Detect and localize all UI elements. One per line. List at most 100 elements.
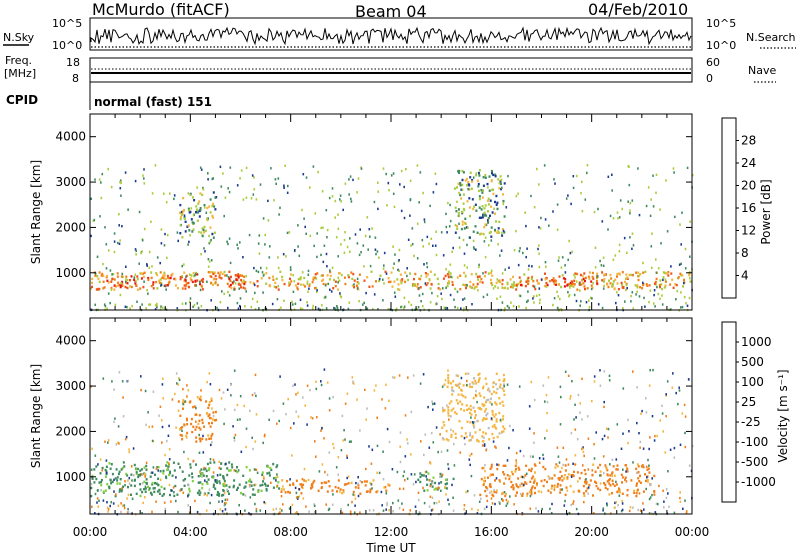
heatmap-cell <box>128 482 131 485</box>
heatmap-cell <box>277 177 280 180</box>
heatmap-cell <box>649 436 651 439</box>
heatmap-cell <box>352 380 354 383</box>
heatmap-cell <box>121 283 124 286</box>
heatmap-cell <box>203 493 206 496</box>
heatmap-cell <box>184 279 187 282</box>
heatmap-cell <box>334 307 336 310</box>
heatmap-cell <box>580 471 583 475</box>
heatmap-cell <box>457 208 460 211</box>
heatmap-cell <box>679 223 681 226</box>
heatmap-cell <box>459 274 462 277</box>
heatmap-cell <box>502 425 505 428</box>
heatmap-cell <box>287 184 289 188</box>
heatmap-cell <box>376 490 379 493</box>
heatmap-cell <box>554 279 557 282</box>
heatmap-cell <box>632 506 634 509</box>
heatmap-cell <box>378 279 381 283</box>
colorbar-tick-label: 8 <box>741 246 749 260</box>
heatmap-cell <box>224 196 227 199</box>
heatmap-cell <box>478 275 481 278</box>
heatmap-cell <box>139 483 142 486</box>
heatmap-cell <box>311 307 314 310</box>
heatmap-cell <box>312 165 315 168</box>
heatmap-cell <box>631 232 634 235</box>
heatmap-cell <box>280 488 283 491</box>
heatmap-cell <box>478 197 481 201</box>
heatmap-cell <box>203 425 206 428</box>
heatmap-cell <box>581 210 584 213</box>
heatmap-cell <box>655 173 658 176</box>
heatmap-cell <box>179 277 182 281</box>
heatmap-cell <box>131 497 134 500</box>
heatmap-cell <box>590 287 593 291</box>
heatmap-cell <box>440 292 442 295</box>
heatmap-cell <box>245 427 248 430</box>
heatmap-cell <box>443 409 446 412</box>
heatmap-cell <box>534 464 537 467</box>
heatmap-cell <box>622 387 625 390</box>
heatmap-cell <box>262 480 264 483</box>
heatmap-cell <box>294 302 297 305</box>
heatmap-cell <box>365 467 367 471</box>
heatmap-cell <box>469 411 472 415</box>
heatmap-cell <box>179 232 182 235</box>
heatmap-cell <box>201 418 204 422</box>
heatmap-cell <box>194 499 196 503</box>
heatmap-cell <box>416 222 419 225</box>
heatmap-cell <box>236 466 238 469</box>
heatmap-cell <box>478 377 481 380</box>
heatmap-cell <box>105 267 108 270</box>
heatmap-cell <box>477 373 480 377</box>
heatmap-cell <box>96 255 99 258</box>
heatmap-cell <box>347 482 350 485</box>
heatmap-cell <box>470 286 472 289</box>
heatmap-cell <box>456 186 458 189</box>
heatmap-cell <box>484 176 487 179</box>
heatmap-cell <box>206 217 209 221</box>
heatmap-cell <box>447 280 450 283</box>
heatmap-cell <box>570 431 573 435</box>
heatmap-cell <box>151 483 154 486</box>
heatmap-cell <box>525 255 527 259</box>
heatmap-cell <box>586 487 589 490</box>
heatmap-cell <box>416 164 419 167</box>
heatmap-cell <box>495 491 498 494</box>
heatmap-cell <box>558 478 561 481</box>
heatmap-cell <box>389 280 392 283</box>
heatmap-cell <box>572 500 575 503</box>
heatmap-cell <box>156 273 159 277</box>
heatmap-cell <box>313 510 316 514</box>
heatmap-cell <box>306 304 309 307</box>
heatmap-cell <box>530 487 533 490</box>
heatmap-cell <box>142 174 144 177</box>
heatmap-cell <box>584 279 586 283</box>
heatmap-cell <box>240 278 243 282</box>
heatmap-cell <box>636 290 638 293</box>
heatmap-cell <box>570 475 573 478</box>
heatmap-cell <box>613 474 616 477</box>
heatmap-cell <box>288 281 290 284</box>
heatmap-cell <box>485 486 487 489</box>
heatmap-cell <box>499 418 502 422</box>
heatmap-cell <box>117 504 120 507</box>
heatmap-cell <box>602 507 605 510</box>
heatmap-cell <box>599 369 601 372</box>
heatmap-cell <box>501 400 504 404</box>
heatmap-cell <box>472 424 475 427</box>
heatmap-cell <box>477 508 479 512</box>
heatmap-cell <box>148 487 151 490</box>
heatmap-cell <box>106 483 109 486</box>
heatmap-cell <box>200 389 202 392</box>
heatmap-cell <box>193 199 196 202</box>
heatmap-cell <box>130 473 133 476</box>
heatmap-cell <box>556 446 559 449</box>
heatmap-cell <box>559 385 562 388</box>
heatmap-cell <box>477 440 480 443</box>
heatmap-cell <box>215 278 218 281</box>
heatmap-cell <box>474 285 477 289</box>
heatmap-cell <box>642 502 644 505</box>
heatmap-cell <box>448 418 450 421</box>
heatmap-cell <box>180 210 183 214</box>
heatmap-cell <box>168 424 170 428</box>
heatmap-cell <box>466 200 469 203</box>
